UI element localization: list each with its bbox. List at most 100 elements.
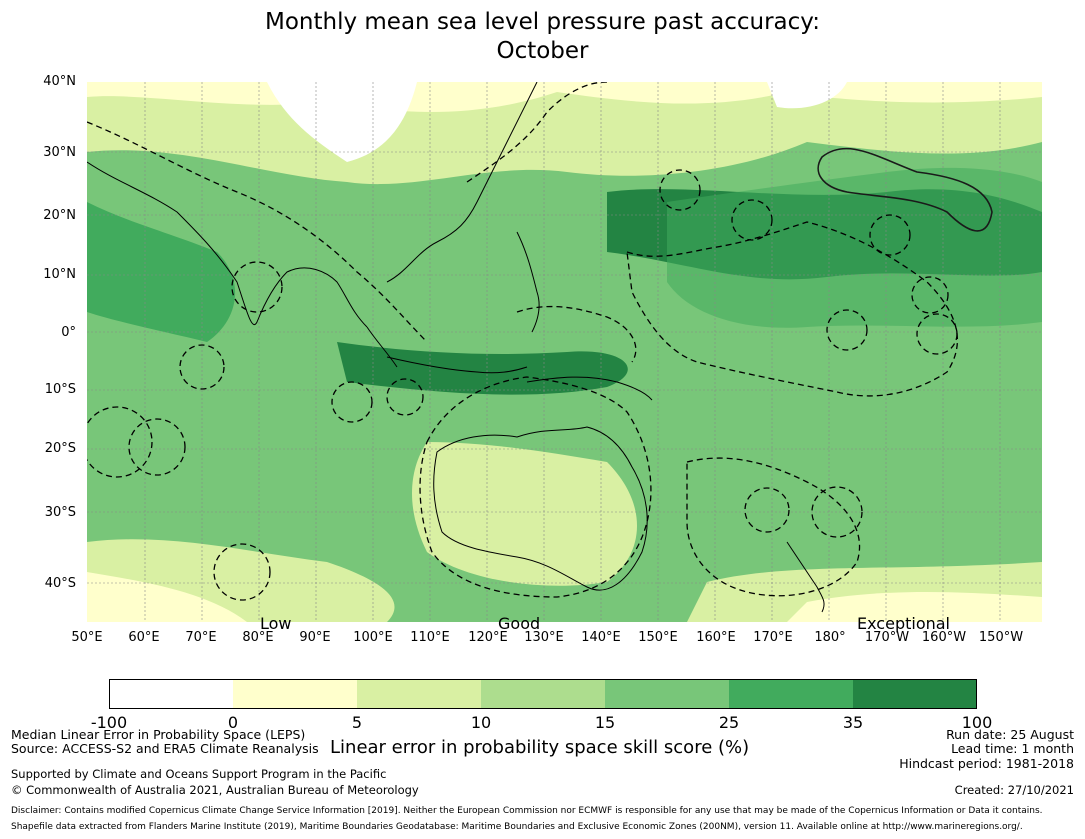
- eez-circle-14: [81, 406, 153, 478]
- eez-circle-15: [128, 418, 186, 476]
- coast-south-asia: [86, 161, 368, 328]
- lon-label: 150°W: [978, 630, 1024, 645]
- eez-circle-8: [911, 276, 949, 314]
- skill-band-high: [87, 202, 236, 342]
- lat-label: 10°S: [44, 382, 76, 397]
- skill-region-australia: [412, 442, 637, 586]
- colorbar-segment: [605, 679, 729, 709]
- coast-new-guinea: [526, 376, 653, 401]
- footer-source: Source: ACCESS-S2 and ERA5 Climate Reana…: [11, 741, 319, 756]
- lon-label: 170°W: [864, 630, 910, 645]
- colorbar-tick: 10: [470, 713, 492, 732]
- eez-circle-13: [213, 543, 271, 601]
- colorbar-outline: [109, 679, 977, 709]
- lon-label: 70°E: [185, 630, 217, 645]
- colorbar-segment: [357, 679, 481, 709]
- colorbar: [109, 679, 977, 709]
- lon-label: 150°E: [638, 630, 678, 645]
- eez-circle-7: [869, 214, 911, 256]
- footer-run-date: Run date: 25 August: [946, 727, 1074, 742]
- eez-pacific-islands: [626, 221, 959, 397]
- eez-circle-9: [826, 309, 868, 351]
- colorbar-tick: 15: [594, 713, 616, 732]
- lat-label: 20°S: [44, 441, 76, 456]
- colorbar-segment: [853, 679, 977, 709]
- eez-circle-6: [731, 199, 773, 241]
- lon-label: 140°E: [581, 630, 621, 645]
- lat-label: 30°S: [44, 505, 76, 520]
- lat-label: 30°N: [43, 145, 76, 160]
- skill-band-south-low: [87, 572, 247, 622]
- lat-label: 40°S: [44, 576, 76, 591]
- coastlines: [86, 81, 825, 613]
- colorbar-tick: 25: [718, 713, 740, 732]
- footer-support: Supported by Climate and Oceans Support …: [11, 767, 387, 781]
- lat-label: 10°N: [43, 267, 76, 282]
- colorbar-label: Linear error in probability space skill …: [330, 737, 750, 758]
- colorbar-segment: [481, 679, 605, 709]
- eez-circle-11: [744, 487, 790, 533]
- eez-png: [516, 305, 637, 363]
- lon-label: 130°E: [524, 630, 564, 645]
- map-canvas: [81, 81, 1042, 622]
- colorbar-tick: 0: [227, 713, 239, 732]
- skill-map: [81, 81, 1042, 622]
- colorbar-segment: [729, 679, 853, 709]
- lon-label: 110°E: [410, 630, 450, 645]
- colorbar-tick: 35: [842, 713, 864, 732]
- category-good: Good: [498, 614, 541, 633]
- eez-circle-2: [231, 261, 283, 313]
- coast-philippines: [516, 231, 540, 333]
- lon-label: 100°E: [353, 630, 393, 645]
- lon-label: 120°E: [468, 630, 508, 645]
- skill-band-none-2: [767, 82, 847, 109]
- colorbar-segment: [233, 679, 357, 709]
- skill-band-none: [267, 82, 417, 162]
- lon-label: 50°E: [71, 630, 103, 645]
- eez-australia: [419, 376, 652, 598]
- footer-hindcast: Hindcast period: 1981-2018: [899, 756, 1074, 771]
- coast-australia: [433, 426, 648, 591]
- lat-label: 40°N: [43, 74, 76, 89]
- coast-east-asia: [366, 81, 538, 368]
- footer-shapefile-credit: Shapefile data extracted from Flanders M…: [11, 822, 1023, 832]
- footer-created: Created: 27/10/2021: [954, 783, 1074, 797]
- colorbar-tick: 5: [351, 713, 363, 732]
- lon-label: 80°E: [242, 630, 274, 645]
- footer-copyright: © Commonwealth of Australia 2021, Austra…: [11, 783, 419, 797]
- skill-band-high-2: [667, 167, 1042, 328]
- lon-label: 170°E: [753, 630, 793, 645]
- footer-method: Median Linear Error in Probability Space…: [11, 727, 306, 742]
- category-low: Low: [260, 614, 292, 633]
- footer-lead-time: Lead time: 1 month: [951, 741, 1074, 756]
- eez-asia-boundary: [86, 121, 428, 343]
- lon-label: 180°: [814, 630, 846, 645]
- lon-label: 90°E: [299, 630, 331, 645]
- coast-indonesia: [386, 356, 528, 374]
- hawaii-eez-outline: [817, 147, 993, 232]
- colorbar-tick: 100: [961, 713, 993, 732]
- skill-band-south-east-low: [787, 592, 1042, 622]
- eez-circle-3: [331, 381, 373, 423]
- colorbar-segment: [109, 679, 233, 709]
- graticule: [87, 82, 1042, 622]
- lon-label: 160°W: [921, 630, 967, 645]
- eez-circle-5: [659, 169, 701, 211]
- title-line-1: Monthly mean sea level pressure past acc…: [265, 9, 820, 35]
- eez-new-zealand: [686, 457, 861, 597]
- category-exceptional: Exceptional: [857, 614, 950, 633]
- map-title: Monthly mean sea level pressure past acc…: [0, 8, 1085, 66]
- eez-circle-12: [811, 486, 863, 538]
- eez-north-boundary: [466, 81, 608, 183]
- eez-boundaries: [81, 81, 959, 601]
- lat-label: 20°N: [43, 208, 76, 223]
- colorbar-tick: -100: [90, 713, 128, 732]
- footer-disclaimer: Disclaimer: Contains modified Copernicus…: [11, 806, 1043, 816]
- coast-new-zealand: [786, 541, 825, 613]
- lon-label: 60°E: [128, 630, 160, 645]
- eez-circle-4: [386, 378, 424, 416]
- lon-label: 160°E: [696, 630, 736, 645]
- eez-circle-1: [179, 344, 225, 390]
- lat-label: 0°: [61, 325, 76, 340]
- title-line-2: October: [496, 38, 589, 64]
